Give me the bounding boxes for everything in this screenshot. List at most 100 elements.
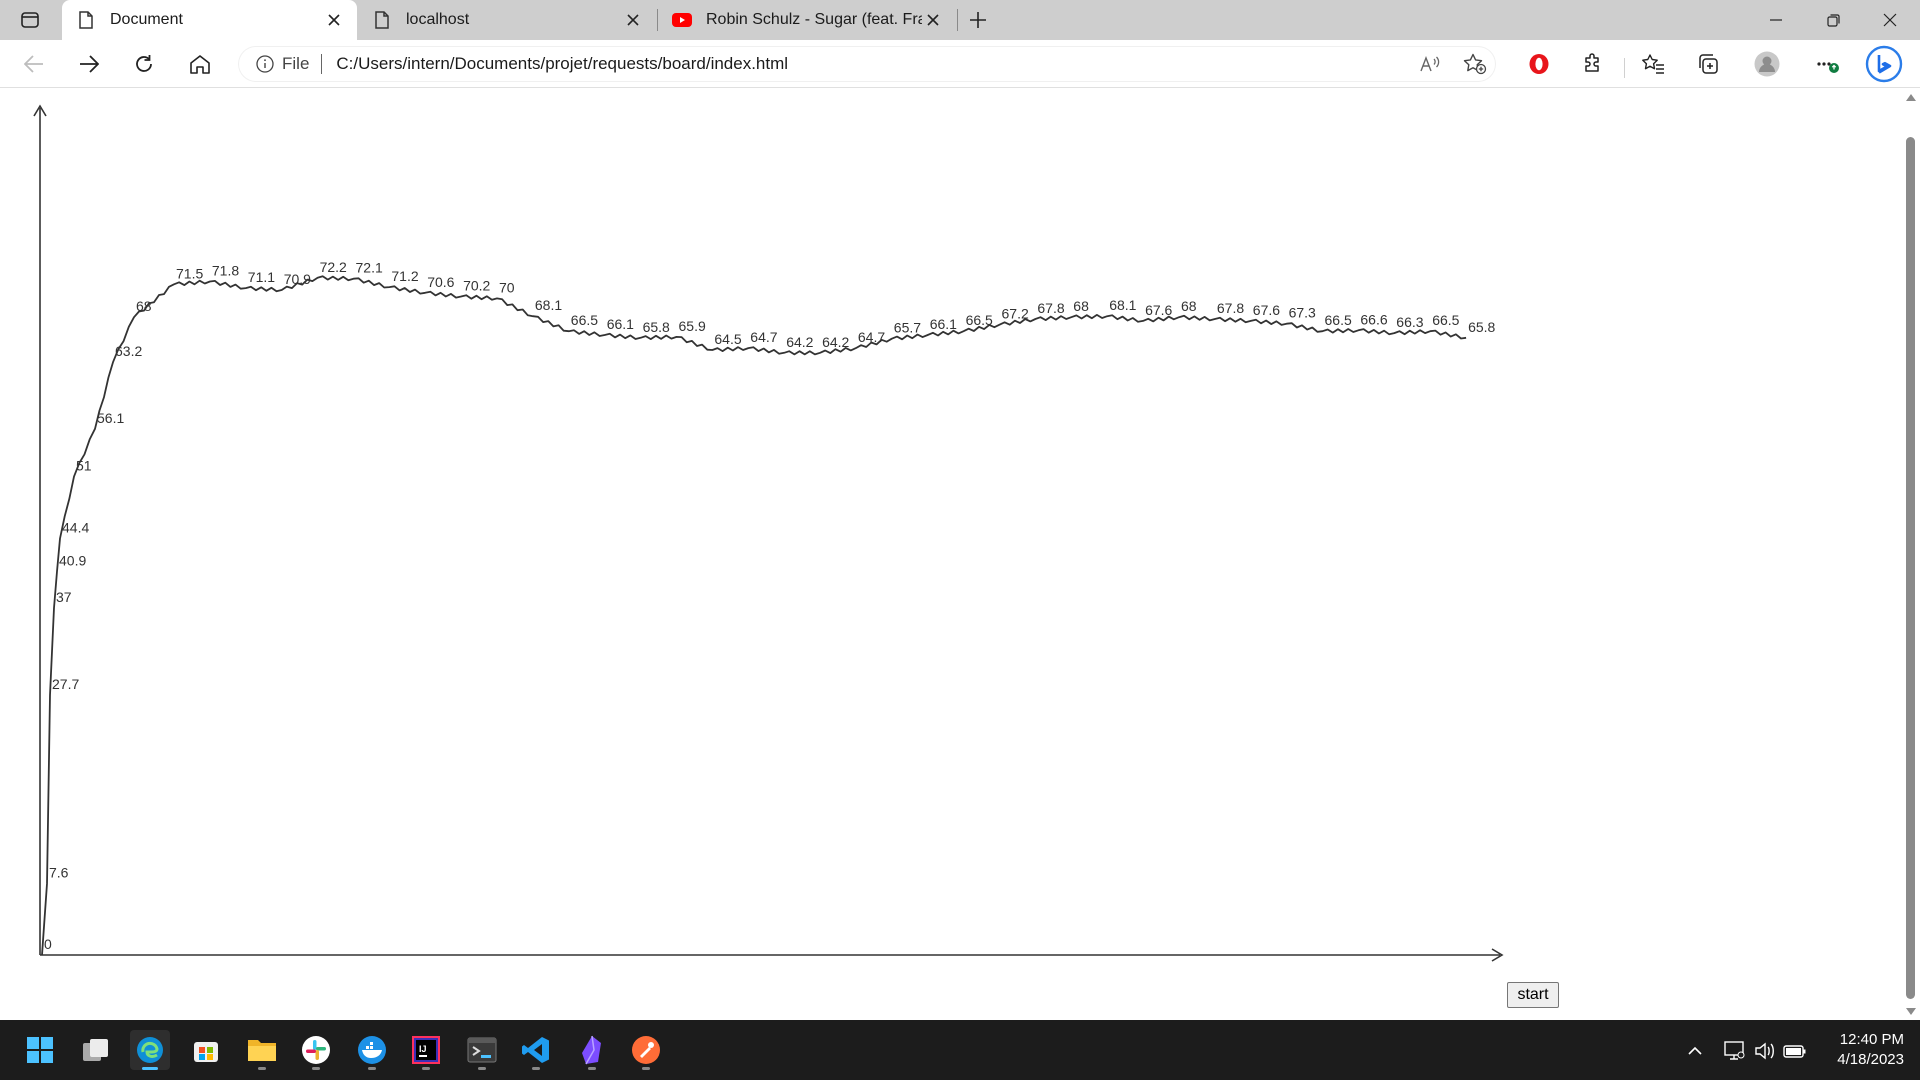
edge-icon[interactable] bbox=[130, 1030, 170, 1070]
running-indicator bbox=[478, 1067, 486, 1070]
add-favorite-button[interactable] bbox=[1457, 46, 1493, 82]
new-tab-button[interactable] bbox=[962, 5, 994, 35]
data-label: 44.4 bbox=[62, 520, 89, 536]
info-icon[interactable] bbox=[256, 55, 274, 73]
read-aloud-icon bbox=[1420, 56, 1440, 72]
data-label: 56.1 bbox=[97, 410, 124, 426]
intellij-icon[interactable]: IJ bbox=[406, 1030, 446, 1070]
vscode-icon[interactable] bbox=[516, 1030, 556, 1070]
store-icon[interactable] bbox=[186, 1030, 226, 1070]
settings-more-button[interactable] bbox=[1810, 46, 1846, 82]
taskbar: IJ 12:40 PM 4/18/2023 bbox=[0, 1020, 1920, 1080]
file-explorer-icon[interactable] bbox=[242, 1030, 282, 1070]
obsidian-icon[interactable] bbox=[572, 1030, 612, 1070]
data-label: 64.7 bbox=[750, 329, 777, 345]
collections-button[interactable] bbox=[1690, 46, 1726, 82]
data-label: 65.8 bbox=[1468, 319, 1495, 335]
docker-icon[interactable] bbox=[352, 1030, 392, 1070]
browser-toolbar: File C:/Users/intern/Documents/projet/re… bbox=[0, 40, 1920, 88]
home-button[interactable] bbox=[182, 46, 218, 82]
home-icon bbox=[190, 55, 210, 74]
refresh-button[interactable] bbox=[126, 46, 162, 82]
data-label: 65.9 bbox=[679, 318, 706, 334]
tab-actions-icon[interactable] bbox=[12, 8, 48, 32]
start-icon[interactable] bbox=[20, 1030, 60, 1070]
forward-button[interactable] bbox=[71, 46, 107, 82]
data-label: 67.6 bbox=[1145, 302, 1172, 318]
back-button[interactable] bbox=[16, 46, 52, 82]
clock-time: 12:40 PM bbox=[1839, 1031, 1904, 1048]
data-label: 27.7 bbox=[52, 676, 79, 692]
start-button[interactable]: start bbox=[1507, 982, 1559, 1008]
data-label: 64.7 bbox=[858, 329, 885, 345]
running-indicator bbox=[422, 1067, 430, 1070]
plus-icon bbox=[970, 12, 986, 28]
scroll-down-icon[interactable] bbox=[1906, 1008, 1916, 1015]
opera-extension-button[interactable] bbox=[1521, 46, 1557, 82]
network-icon[interactable] bbox=[1722, 1038, 1748, 1064]
collections-icon bbox=[1699, 54, 1718, 74]
data-label: 67.2 bbox=[1002, 306, 1029, 322]
running-indicator bbox=[532, 1067, 540, 1070]
postman-icon[interactable] bbox=[626, 1030, 666, 1070]
data-label: 64.2 bbox=[786, 334, 813, 350]
show-hidden-icons-icon[interactable] bbox=[1682, 1038, 1708, 1064]
restore-button[interactable] bbox=[1806, 0, 1861, 40]
tab-label: Robin Schulz - Sugar (feat. Franc bbox=[706, 11, 922, 28]
scroll-thumb[interactable] bbox=[1906, 137, 1915, 999]
task-view-icon[interactable] bbox=[76, 1030, 116, 1070]
data-label: 66.5 bbox=[1432, 312, 1459, 328]
clock-date: 4/18/2023 bbox=[1837, 1051, 1904, 1068]
running-indicator bbox=[258, 1067, 266, 1070]
data-label: 66.1 bbox=[607, 316, 634, 332]
battery-icon[interactable] bbox=[1782, 1038, 1808, 1064]
chart-axes bbox=[33, 104, 1504, 962]
tab-localhost[interactable]: localhost bbox=[358, 0, 656, 40]
bing-chat-button[interactable] bbox=[1864, 44, 1904, 84]
close-tab-icon[interactable] bbox=[922, 9, 944, 31]
favorites-button[interactable] bbox=[1635, 46, 1671, 82]
tab-document[interactable]: Document bbox=[62, 0, 357, 40]
tab-separator bbox=[957, 9, 958, 31]
data-label: 68 bbox=[1181, 298, 1197, 314]
running-indicator bbox=[642, 1067, 650, 1070]
address-bar[interactable]: File C:/Users/intern/Documents/projet/re… bbox=[238, 46, 1496, 82]
data-labels: 0 7.6 27.7 37 40.9 44.4 51 56.1 63.2 68 71.5 71.8 71… bbox=[44, 259, 1496, 952]
tab-separator bbox=[657, 9, 658, 31]
clock[interactable]: 12:40 PM 4/18/2023 bbox=[1812, 1030, 1904, 1070]
terminal-icon[interactable] bbox=[462, 1030, 502, 1070]
data-label: 68.1 bbox=[1109, 297, 1136, 313]
avatar-icon bbox=[1754, 51, 1780, 77]
data-label: 64.2 bbox=[822, 334, 849, 350]
youtube-icon bbox=[672, 10, 692, 30]
tab-label: Document bbox=[110, 11, 183, 28]
scroll-up-icon[interactable] bbox=[1906, 94, 1916, 101]
refresh-icon bbox=[136, 55, 152, 72]
x-axis-arrow bbox=[1491, 948, 1504, 962]
data-label: 67.3 bbox=[1289, 305, 1316, 321]
data-label: 66.3 bbox=[1396, 314, 1423, 330]
volume-icon[interactable] bbox=[1752, 1038, 1778, 1064]
close-tab-icon[interactable] bbox=[323, 9, 345, 31]
close-window-button[interactable] bbox=[1862, 0, 1917, 40]
restore-icon bbox=[1827, 13, 1840, 27]
address-url[interactable]: C:/Users/intern/Documents/projet/request… bbox=[336, 54, 789, 73]
page-icon bbox=[76, 10, 96, 30]
data-label: 71.5 bbox=[176, 265, 203, 281]
slack-icon[interactable] bbox=[296, 1030, 336, 1070]
running-indicator bbox=[368, 1067, 376, 1070]
toolbar-divider bbox=[1624, 58, 1625, 78]
tab-youtube[interactable]: Robin Schulz - Sugar (feat. Franc bbox=[658, 0, 956, 40]
data-label: 68.1 bbox=[535, 297, 562, 313]
tab-strip: Document localhost Robin Schulz - Sugar … bbox=[0, 0, 1920, 40]
profile-button[interactable] bbox=[1749, 46, 1785, 82]
read-aloud-button[interactable] bbox=[1412, 46, 1448, 82]
extensions-button[interactable] bbox=[1575, 46, 1611, 82]
y-axis-arrow bbox=[33, 104, 47, 117]
bing-icon bbox=[1865, 45, 1903, 83]
minimize-button[interactable] bbox=[1748, 0, 1803, 40]
page-content: 0 7.6 27.7 37 40.9 44.4 51 56.1 63.2 68 71.5 71.8 71… bbox=[0, 89, 1902, 1020]
close-tab-icon[interactable] bbox=[622, 9, 644, 31]
data-label: 66.5 bbox=[571, 312, 598, 328]
vertical-scrollbar[interactable] bbox=[1902, 89, 1920, 1020]
